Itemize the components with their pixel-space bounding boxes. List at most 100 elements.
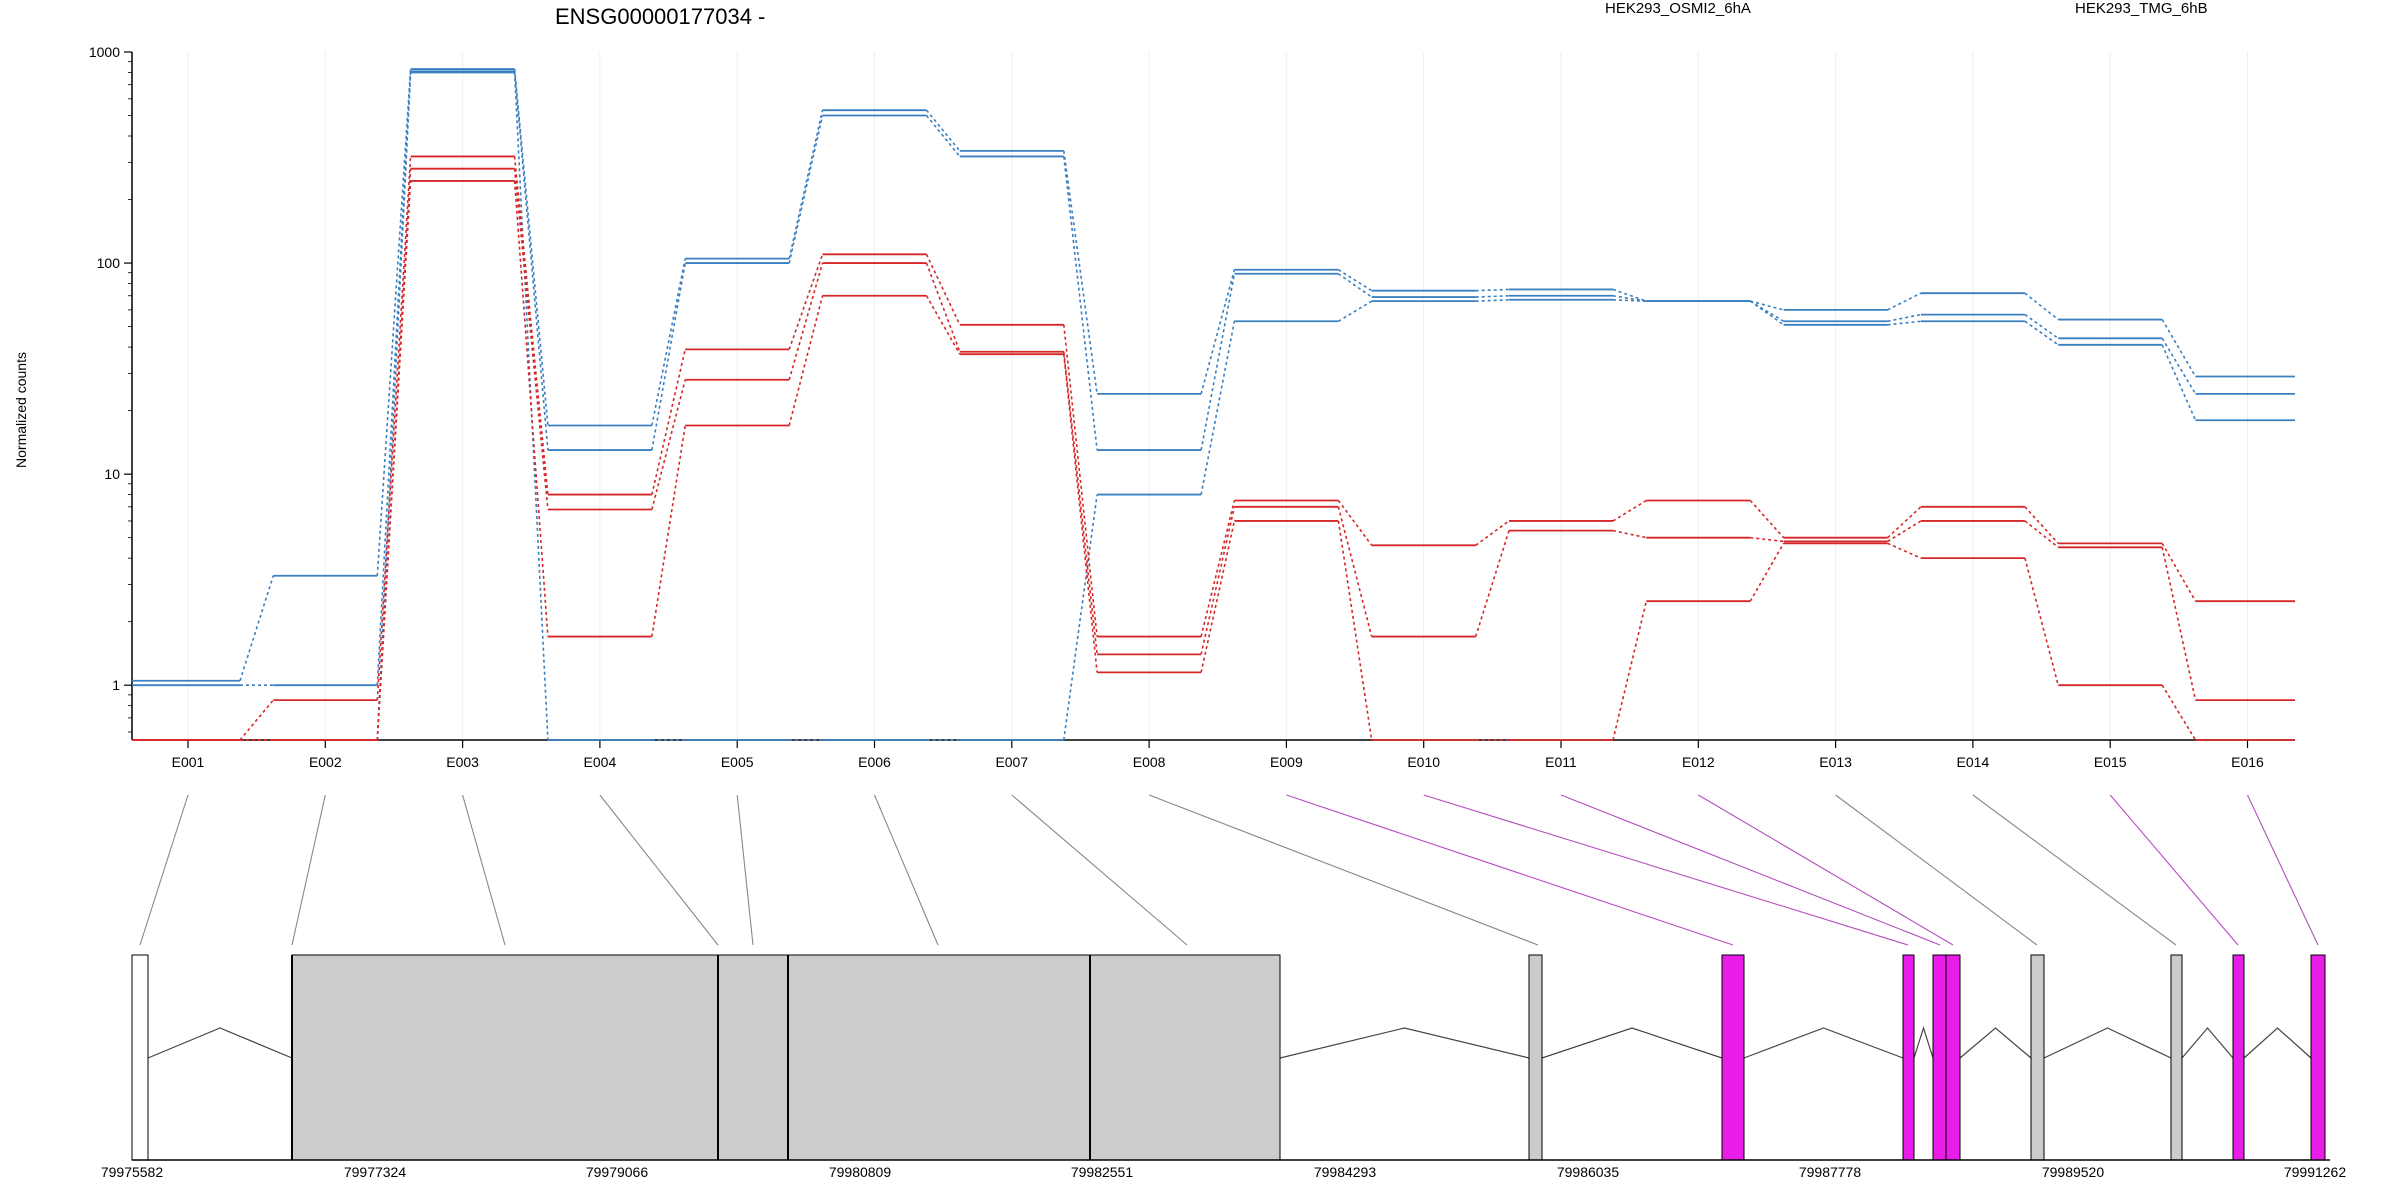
x-tick-label: E003 <box>446 754 479 770</box>
data-connector <box>2024 557 2059 686</box>
genome-coordinate-label: 79989520 <box>2042 1164 2105 1180</box>
exon-connector-line <box>1698 794 1954 946</box>
data-connector <box>925 253 961 326</box>
exon-connector-line <box>462 794 506 946</box>
exon-box <box>291 954 719 1161</box>
x-tick-label: E010 <box>1407 754 1440 770</box>
x-tick-label: E015 <box>2094 754 2127 770</box>
data-connector <box>513 168 549 510</box>
intron <box>2181 1027 2234 1059</box>
exon-connector-line <box>1011 794 1188 946</box>
data-connector <box>513 180 549 637</box>
x-tick-label: E013 <box>1819 754 1852 770</box>
data-connector <box>376 180 412 741</box>
data-connector <box>1337 506 1373 637</box>
data-connector <box>1749 499 1785 539</box>
x-tick-label: E011 <box>1545 754 1577 770</box>
data-connector <box>788 115 824 264</box>
data-connector <box>1475 294 1510 298</box>
data-connector <box>1200 506 1236 655</box>
data-connector <box>1337 500 1373 546</box>
intron <box>2043 1027 2172 1059</box>
exon-box <box>1089 954 1281 1161</box>
exon-connector-line <box>291 794 326 946</box>
exon-connector-line <box>139 794 189 946</box>
exon-connectors <box>139 794 2319 946</box>
x-tick-label: E002 <box>309 754 342 770</box>
x-tick-label: E004 <box>584 754 617 770</box>
data-connector <box>1475 298 1510 302</box>
x-tick-label: E016 <box>2231 754 2264 770</box>
data-connector <box>651 379 686 510</box>
exon-box <box>787 954 1091 1161</box>
data-connector <box>1200 500 1236 637</box>
exon-connector-line <box>1148 794 1539 946</box>
exon-connector-line <box>1286 794 1734 946</box>
data-connector <box>1063 150 1098 394</box>
series-HEK293_TMG_6hB-0 <box>132 68 2295 682</box>
y-axis: 1 10 100 1000 <box>89 44 133 740</box>
data-connector <box>2161 542 2197 602</box>
exon-box <box>2310 954 2326 1161</box>
data-connector <box>1612 529 1647 539</box>
exon-connector-line <box>599 794 719 946</box>
x-tick-label: E006 <box>858 754 891 770</box>
data-connector <box>1337 269 1373 292</box>
exon-connector-line <box>1423 794 1909 946</box>
exon-box <box>1945 954 1961 1161</box>
intron <box>1279 1027 1530 1059</box>
data-connector <box>1612 601 1648 741</box>
data-connector <box>788 262 824 380</box>
exon-box <box>2232 954 2245 1161</box>
data-connector <box>651 425 686 637</box>
intron <box>1959 1027 2032 1059</box>
data-connector <box>1749 542 1785 602</box>
data-connector <box>376 69 412 576</box>
genome-coordinate-label: 79982551 <box>1071 1164 1134 1180</box>
x-tick-label: E008 <box>1133 754 1166 770</box>
data-connector <box>651 349 686 495</box>
y-tick-label: 1000 <box>89 44 120 60</box>
data-connector <box>2024 520 2059 548</box>
data-connector <box>1749 300 1785 322</box>
intron <box>2243 1027 2312 1059</box>
data-connector <box>1612 499 1647 522</box>
legend-item-tmg: HEK293_TMG_6hB <box>2075 0 2208 17</box>
data-connector <box>1475 288 1510 292</box>
data-connector <box>925 115 961 157</box>
x-axis: E001 E002 E003 E004 E005 E006 E007 E008 E009 E010… <box>132 739 2295 770</box>
data-connector <box>2024 320 2059 346</box>
genome-coordinate-label: 79980809 <box>829 1164 892 1180</box>
data-connector <box>1337 300 1373 322</box>
data-connector <box>1612 294 1647 302</box>
data-connector <box>2024 506 2059 544</box>
data-connector <box>513 72 549 741</box>
intron <box>147 1027 293 1059</box>
data-connector <box>1612 288 1647 302</box>
data-connector <box>1887 320 1921 326</box>
genome-coordinate-label: 79991262 <box>2284 1164 2347 1180</box>
exon-box <box>1932 954 1947 1161</box>
exon-connector-line <box>1560 794 1941 946</box>
exon-connector-line <box>2247 794 2319 946</box>
exon-box <box>2170 954 2183 1161</box>
x-tick-label: E007 <box>995 754 1028 770</box>
exon-box <box>717 954 789 1161</box>
gene-model: 79975582 79977324 79979066 79980809 79982551… <box>101 954 2347 1180</box>
exon-connector-line <box>1835 794 2038 946</box>
exon-connector-line <box>1972 794 2177 946</box>
y-tick-label: 100 <box>97 255 121 271</box>
vertical-gridlines <box>187 52 2248 740</box>
genome-coordinate-label: 79975582 <box>101 1164 164 1180</box>
data-connector <box>925 295 961 355</box>
exon-box <box>1721 954 1745 1161</box>
data-connector <box>1063 354 1098 673</box>
data-connector <box>1750 536 1784 543</box>
data-connector <box>788 110 824 259</box>
exon-connector-line <box>2109 794 2239 946</box>
data-connector <box>239 575 275 681</box>
genome-coordinate-label: 79986035 <box>1557 1164 1620 1180</box>
x-tick-label: E014 <box>1957 754 1990 770</box>
intron <box>1913 1026 1934 1059</box>
genome-coordinate-label: 79984293 <box>1314 1164 1377 1180</box>
